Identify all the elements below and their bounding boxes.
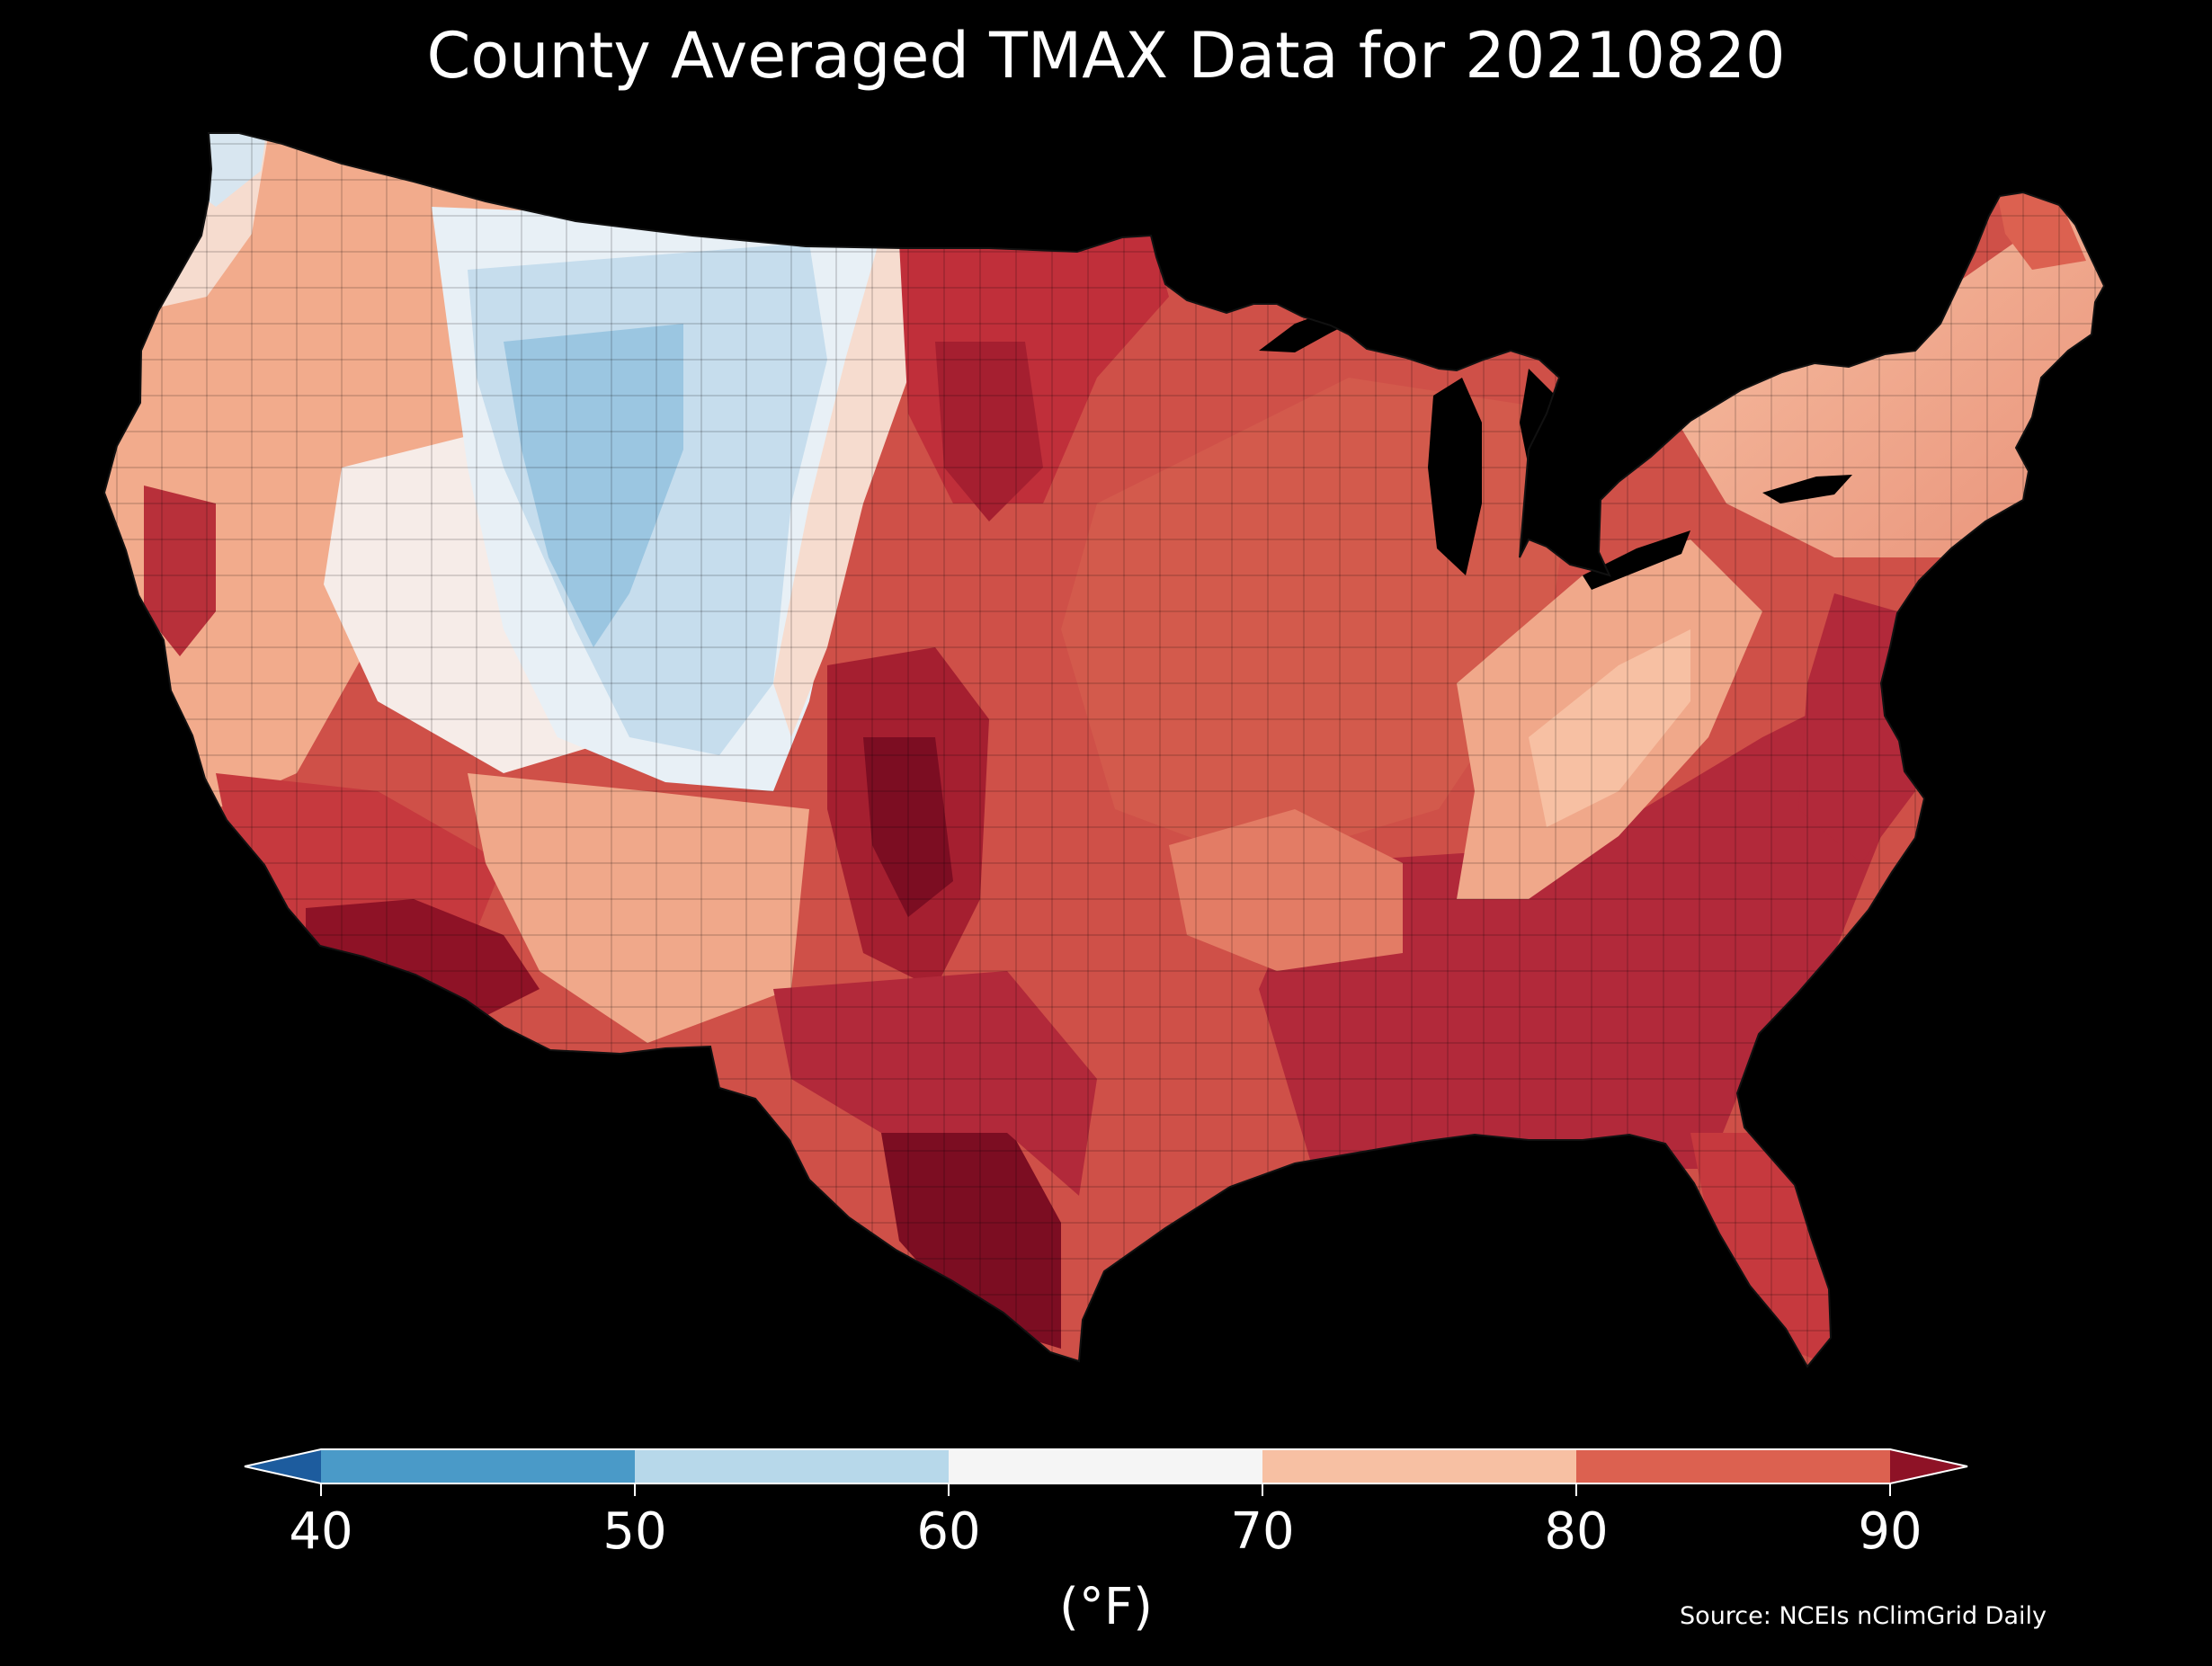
- region-florida: [1690, 1133, 1834, 1367]
- lake-ontario: [1762, 475, 1852, 503]
- lake-superior: [1259, 297, 1385, 352]
- colorbar-bin-50-60: [635, 1449, 949, 1483]
- colorbar-bin-70-80: [1262, 1449, 1576, 1483]
- region-south-texas: [881, 1124, 1061, 1349]
- colorbar-tick-label-90: 90: [1858, 1502, 1922, 1561]
- colorbar-tick-label-80: 80: [1544, 1502, 1609, 1561]
- colorbar-tick-label-40: 40: [289, 1502, 353, 1561]
- region-new-england: [1672, 180, 2104, 557]
- colorbar-ticks: [320, 1483, 1891, 1496]
- colorbar: [244, 1448, 1968, 1496]
- colorbar-bin-60-70: [949, 1449, 1262, 1483]
- region-panhandle-core: [863, 737, 953, 917]
- colorbar-bin-80-90: [1576, 1449, 1890, 1483]
- colorbar-low-extension: [245, 1449, 321, 1483]
- region-southwest-plateau: [468, 773, 809, 1043]
- colorbar-bin-40-50: [321, 1449, 635, 1483]
- region-central-valley: [144, 486, 216, 656]
- region-appalachian-ridge: [1529, 629, 1690, 827]
- colorbar-high-extension: [1890, 1449, 1967, 1483]
- region-texas-central: [773, 971, 1097, 1196]
- lake-huron: [1520, 369, 1563, 503]
- lake-michigan: [1428, 378, 1482, 575]
- region-high-peaks-cool: [504, 324, 683, 647]
- colorbar-tick-label-60: 60: [916, 1502, 981, 1561]
- temperature-regions: [104, 133, 2104, 1367]
- region-dakotas-hotspot: [935, 342, 1043, 521]
- colorbar-unit-label: (°F): [1059, 1578, 1153, 1636]
- conus-outline: [103, 132, 2106, 1368]
- colorbar-tick-label-50: 50: [602, 1502, 667, 1561]
- region-ozarks-lighter: [1169, 809, 1403, 971]
- colorbar-tick-label-70: 70: [1230, 1502, 1295, 1561]
- map-title: County Averaged TMAX Data for 20210820: [426, 19, 1786, 93]
- source-note: Source: NCEIs nClimGrid Daily: [1680, 1602, 2047, 1630]
- region-southeast-hot: [1259, 683, 1906, 1169]
